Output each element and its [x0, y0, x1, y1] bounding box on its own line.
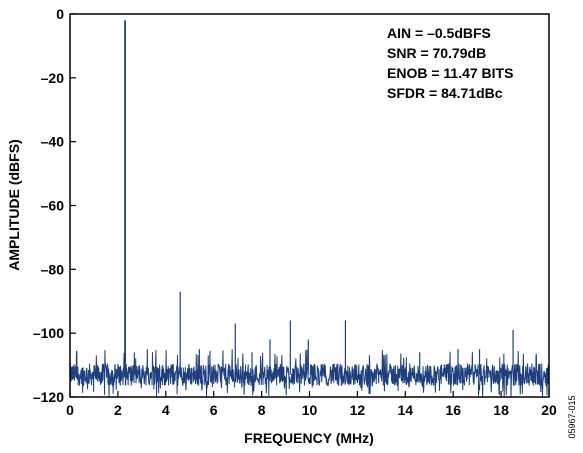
annotation-enob: ENOB = 11.47 BITS: [387, 65, 513, 81]
y-tick-label: 0: [56, 6, 64, 22]
y-tick-label: –100: [33, 325, 64, 341]
annotation-snr: SNR = 70.79dB: [387, 45, 486, 61]
x-tick-label: 16: [445, 402, 461, 418]
x-axis-title: FREQUENCY (MHz): [244, 430, 374, 446]
spectrum-peaks: [124, 20, 514, 375]
x-tick-label: 8: [258, 402, 266, 418]
x-tick-label: 18: [493, 402, 509, 418]
y-tick-label: –80: [41, 261, 65, 277]
noise-floor-trace: [69, 349, 550, 397]
y-tick-label: –20: [41, 70, 65, 86]
annotation-sfdr: SFDR = 84.71dBc: [387, 85, 503, 101]
y-tick-label: –40: [41, 134, 65, 150]
y-axis-title: AMPLITUDE (dBFS): [6, 139, 22, 270]
x-tick-label: 10: [302, 402, 318, 418]
x-tick-label: 6: [210, 402, 218, 418]
figure-id: 05967-015: [567, 395, 577, 438]
x-tick-label: 2: [114, 402, 122, 418]
y-tick-label: –60: [41, 198, 65, 214]
x-tick-label: 20: [541, 402, 557, 418]
y-tick-label: –120: [33, 389, 64, 405]
x-tick-label: 4: [162, 402, 170, 418]
spectrum-trace: [69, 349, 550, 397]
x-tick-label: 0: [66, 402, 74, 418]
annotation-block: AIN = –0.5dBFS SNR = 70.79dB ENOB = 11.4…: [387, 25, 513, 101]
annotation-ain: AIN = –0.5dBFS: [387, 25, 491, 41]
x-tick-label: 12: [350, 402, 366, 418]
x-tick-label: 14: [398, 402, 414, 418]
axes: 0 2 4 6 8 10 12 14 16 18 20 0 –20 –40 –60 –80 –100 –120: [33, 6, 557, 418]
